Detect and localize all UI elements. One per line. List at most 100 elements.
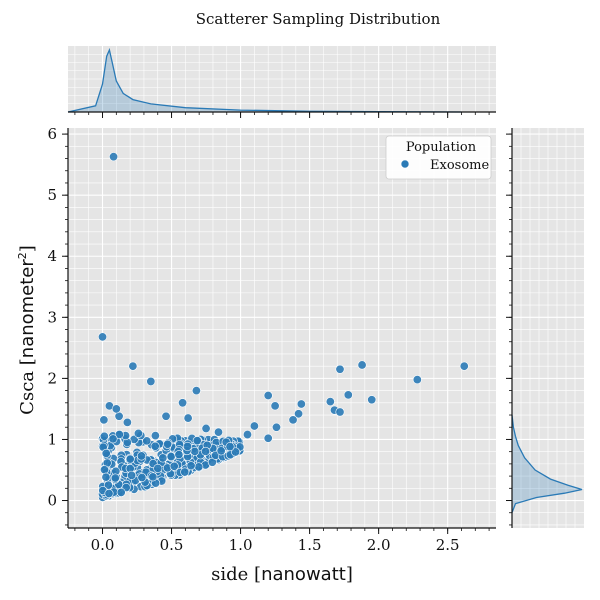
scatter-point — [192, 436, 202, 446]
legend-marker-exosome — [400, 159, 410, 169]
scatter-point — [231, 447, 241, 457]
scatter-point — [270, 401, 280, 411]
scatter-point — [99, 415, 109, 425]
scatter-point — [136, 451, 146, 461]
scatter-point — [116, 487, 126, 497]
scatter-point — [271, 422, 281, 432]
y-axis-label-unit: nanometer — [17, 259, 38, 359]
chart-title: Scatterer Sampling Distribution — [196, 10, 441, 28]
y-tick-label: 6 — [47, 125, 57, 143]
scatter-point — [125, 454, 135, 464]
scatter-point — [263, 390, 273, 400]
scatter-point — [133, 428, 143, 438]
scatter-point — [335, 364, 345, 374]
scatter-point — [174, 450, 184, 460]
right-marginal-panel — [506, 128, 584, 528]
y-axis-label-main: Csca — [17, 371, 38, 415]
scatter-point — [128, 361, 138, 371]
scatter-point — [357, 360, 367, 370]
scatter-point — [158, 453, 168, 463]
scatter-point — [101, 448, 111, 458]
x-tick-label: 1.5 — [298, 536, 322, 554]
scatter-point — [225, 442, 235, 452]
scatter-point — [166, 452, 176, 462]
scatter-point — [110, 473, 120, 483]
scatter-point — [191, 386, 201, 396]
scatter-point — [180, 467, 190, 477]
scatter-point — [183, 441, 193, 451]
y-tick-label: 3 — [47, 308, 57, 326]
x-tick-label: 0.5 — [160, 536, 184, 554]
scatter-point — [213, 427, 223, 437]
y-tick-label: 5 — [47, 186, 57, 204]
scatter-point — [150, 431, 160, 441]
y-axis-ticks: 0 1 2 3 4 5 6 — [47, 125, 68, 526]
x-tick-label: 1.0 — [229, 536, 253, 554]
scatter-point — [161, 411, 171, 421]
x-tick-label: 2.5 — [436, 536, 460, 554]
scatter-point — [146, 376, 156, 386]
scatter-point — [153, 463, 163, 473]
y-tick-label: 4 — [47, 247, 57, 265]
scatter-point — [343, 390, 353, 400]
scatter-points — [98, 152, 469, 502]
scatter-point — [294, 409, 304, 419]
scatter-point — [201, 446, 211, 456]
right-marginal-grid — [512, 128, 584, 528]
x-tick-label: 0.0 — [91, 536, 115, 554]
y-kde-fill — [512, 415, 582, 513]
x-axis-label-bracket-open: [ — [254, 564, 261, 585]
scatter-point — [148, 472, 158, 482]
scatter-point — [137, 472, 147, 482]
top-marginal-grid — [68, 46, 496, 112]
scatter-point — [325, 397, 335, 407]
scatter-point — [288, 415, 298, 425]
right-marginal-ticks — [506, 133, 512, 526]
scatter-point — [108, 434, 118, 444]
scatter-point — [216, 446, 226, 456]
legend-entry-exosome: Exosome — [430, 158, 489, 173]
x-axis-label-unit: nanowatt — [261, 564, 346, 585]
top-marginal-panel — [67, 46, 496, 118]
legend: Population Exosome — [385, 135, 492, 180]
scatter-point — [190, 446, 200, 456]
scatter-point — [150, 441, 160, 451]
scatter-point — [459, 361, 469, 371]
scatter-point — [127, 470, 137, 480]
y-tick-label: 2 — [47, 369, 57, 387]
x-axis-label-bracket-close: ] — [346, 564, 353, 585]
scatter-point — [249, 421, 259, 431]
main-plot-panel: 0.0 0.5 1.0 1.5 2.0 2.5 0 1 2 3 4 5 6 — [47, 125, 496, 554]
scatter-point — [100, 465, 110, 475]
scatter-point — [335, 407, 345, 417]
y-tick-label: 1 — [47, 430, 57, 448]
y-kde-line — [511, 414, 583, 513]
y-tick-label: 0 — [47, 492, 57, 510]
scatter-point — [104, 489, 114, 499]
y-axis-label: Csca [nanometer2] — [16, 245, 38, 415]
scatter-point — [163, 439, 173, 449]
legend-title: Population — [406, 140, 477, 155]
scatter-point — [412, 375, 422, 385]
scatter-point — [178, 398, 188, 408]
scatter-point — [194, 462, 204, 472]
plot-grid — [68, 128, 496, 528]
x-axis-ticks: 0.0 0.5 1.0 1.5 2.0 2.5 — [74, 528, 490, 554]
y-axis-label-bracket-open: [ — [17, 358, 38, 365]
scatter-point — [109, 152, 119, 162]
scatter-point — [201, 423, 211, 433]
x-axis-label-main: side — [211, 564, 248, 585]
scatter-point — [186, 461, 196, 471]
y-axis-label-bracket-close: ] — [17, 245, 38, 252]
scatter-point — [101, 472, 111, 482]
scatter-point — [111, 404, 121, 414]
scatter-point — [122, 417, 132, 427]
scatter-point — [114, 429, 124, 439]
scatter-point — [142, 436, 152, 446]
legend-box — [385, 135, 492, 180]
scatter-point — [183, 413, 193, 423]
top-marginal-ticks — [74, 112, 490, 118]
scatter-point — [263, 433, 273, 443]
